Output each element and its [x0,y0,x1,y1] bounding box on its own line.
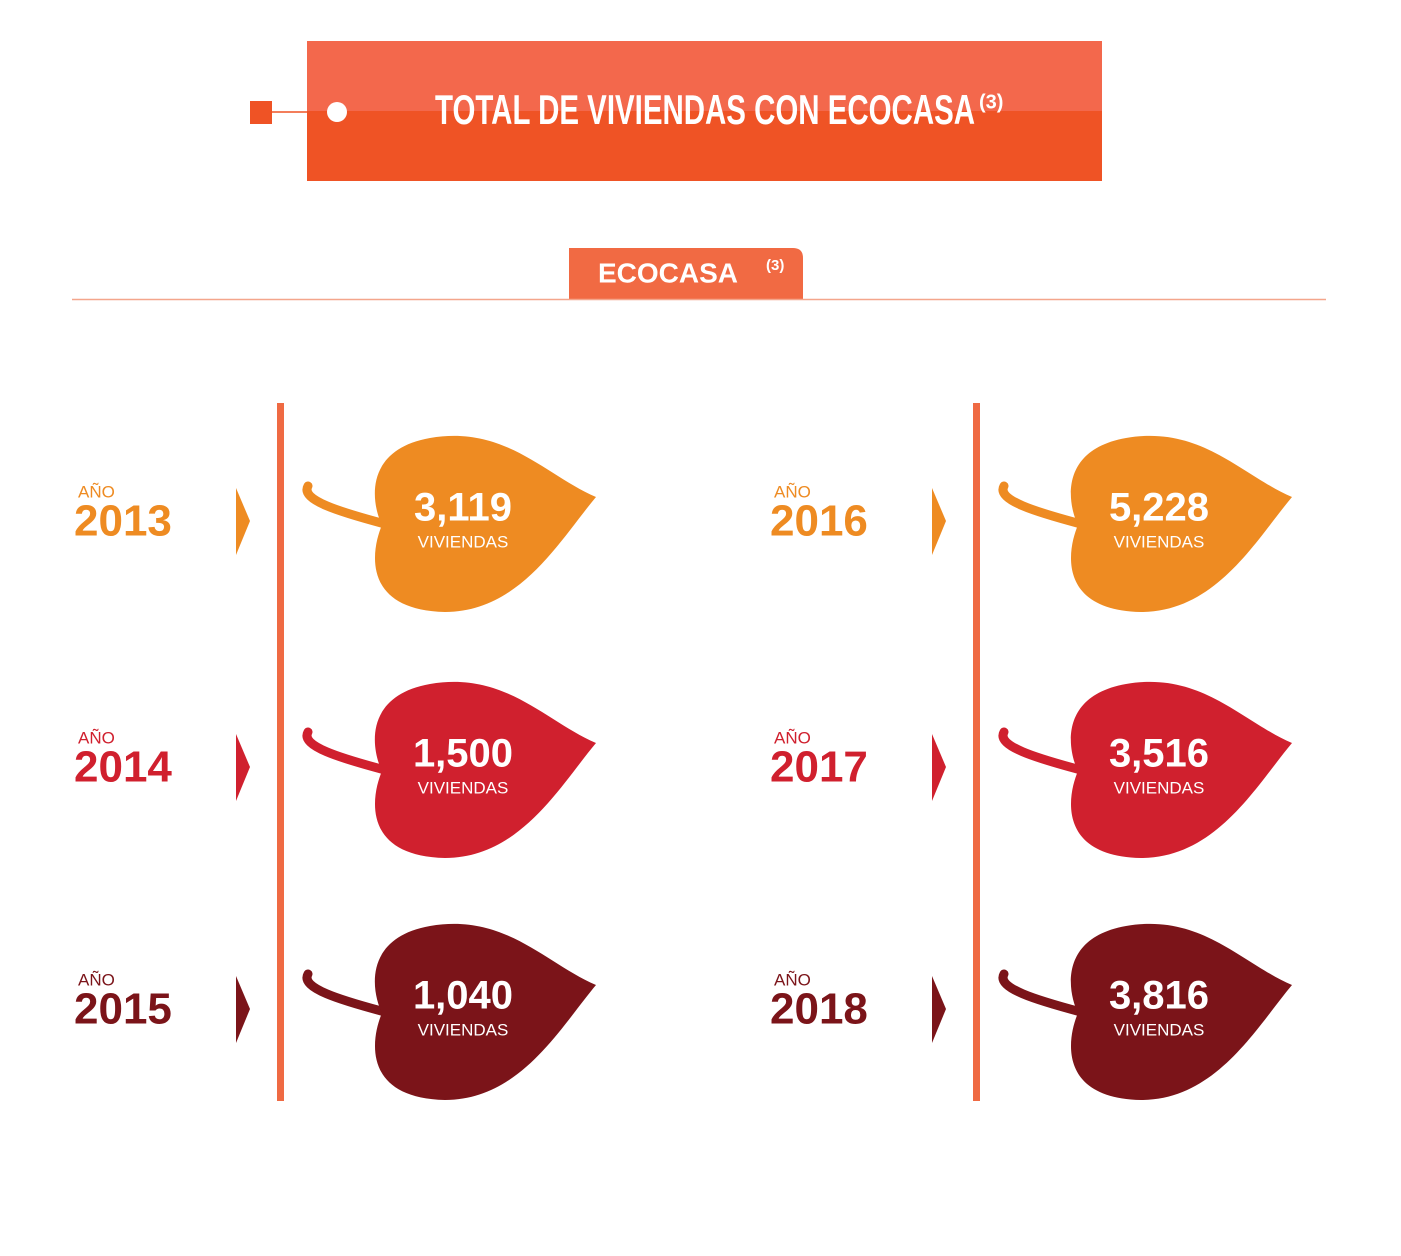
value: 1,040 [413,974,513,1018]
year-label: AÑO [774,728,811,747]
year: 2016 [770,497,868,546]
unit: VIVIENDAS [418,778,509,797]
year-label: AÑO [774,482,811,501]
unit: VIVIENDAS [1114,1020,1205,1039]
unit: VIVIENDAS [1114,778,1205,797]
timeline-bar [277,403,284,1101]
year-label: AÑO [78,482,115,501]
year: 2017 [770,743,868,792]
leaf-stem [302,727,390,775]
pointer [932,734,946,801]
value: 3,119 [414,486,512,530]
leaf [374,923,596,1100]
header-box [307,41,1102,181]
pointer [236,976,250,1043]
value: 5,228 [1109,486,1209,530]
year: 2015 [74,985,172,1034]
leaf [1070,681,1292,858]
value: 3,816 [1109,974,1209,1018]
leaf-stem [998,969,1086,1017]
leaf-stem [998,481,1086,529]
leaf [1070,923,1292,1100]
leaf [1070,435,1292,612]
year-label: AÑO [78,970,115,989]
leaf [374,681,596,858]
section-label: ECOCASA [598,257,738,288]
pointer [236,488,250,555]
pointer [932,976,946,1043]
leaf-stem [302,969,390,1017]
timeline-bar [973,403,980,1101]
value: 3,516 [1109,732,1209,776]
header-square [250,101,272,124]
pointer [236,734,250,801]
leaf-stem [998,727,1086,775]
section-note: (3) [766,257,784,274]
section-tab [569,248,803,299]
pointer [932,488,946,555]
header-dot [327,102,347,122]
year-label: AÑO [774,970,811,989]
header-note: (3) [979,91,1003,113]
year: 2018 [770,985,868,1034]
year-label: AÑO [78,728,115,747]
year: 2013 [74,497,172,546]
unit: VIVIENDAS [1114,532,1205,551]
year: 2014 [74,743,172,792]
header-title: TOTAL DE VIVIENDAS CON ECOCASA [435,86,975,133]
value: 1,500 [413,732,513,776]
leaf-stem [302,481,390,529]
unit: VIVIENDAS [418,1020,509,1039]
unit: VIVIENDAS [418,532,509,551]
leaf [374,435,596,612]
